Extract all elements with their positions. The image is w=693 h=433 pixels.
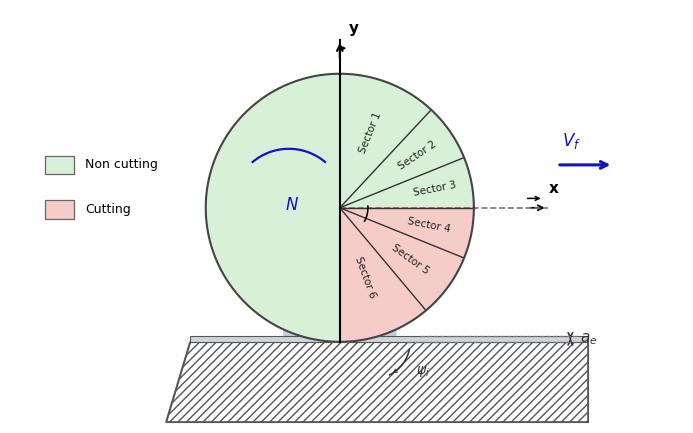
Text: Sector 2: Sector 2 bbox=[397, 139, 439, 171]
Text: $\chi^*$: $\chi^*$ bbox=[362, 182, 380, 201]
Text: Sector 6: Sector 6 bbox=[353, 255, 377, 299]
Text: Sector 5: Sector 5 bbox=[389, 242, 431, 276]
Text: Sector 1: Sector 1 bbox=[357, 111, 383, 155]
Text: Cutting: Cutting bbox=[85, 203, 131, 216]
Polygon shape bbox=[190, 336, 588, 342]
FancyBboxPatch shape bbox=[45, 155, 74, 174]
Text: Sector 4: Sector 4 bbox=[407, 216, 452, 234]
Text: Sector 3: Sector 3 bbox=[412, 180, 457, 198]
Polygon shape bbox=[340, 208, 426, 342]
Polygon shape bbox=[340, 208, 474, 258]
Text: $a_e$: $a_e$ bbox=[580, 331, 597, 347]
Text: $\bf{x}$: $\bf{x}$ bbox=[547, 181, 559, 196]
Polygon shape bbox=[206, 74, 474, 342]
Text: $\psi_i$: $\psi_i$ bbox=[416, 364, 430, 379]
Text: $\bf{y}$: $\bf{y}$ bbox=[348, 22, 360, 38]
Polygon shape bbox=[283, 329, 396, 342]
FancyBboxPatch shape bbox=[45, 200, 74, 219]
Text: $N$: $N$ bbox=[285, 196, 299, 214]
Text: $V_f$: $V_f$ bbox=[562, 132, 581, 152]
Polygon shape bbox=[166, 342, 588, 422]
Text: Non cutting: Non cutting bbox=[85, 158, 158, 171]
Polygon shape bbox=[340, 208, 464, 310]
